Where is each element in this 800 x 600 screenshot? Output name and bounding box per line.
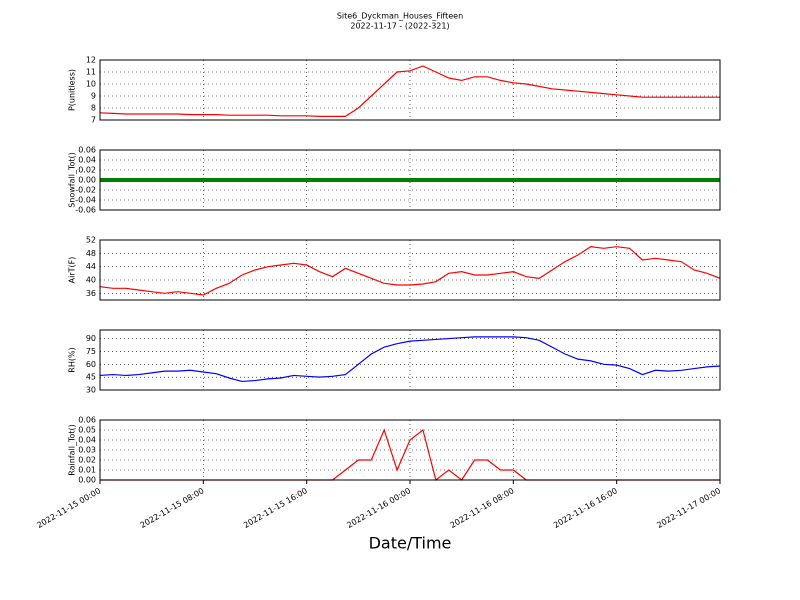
x-tick-label: 2022-11-17 00:00 bbox=[655, 486, 722, 530]
x-tick-label: 2022-11-15 00:00 bbox=[35, 486, 102, 530]
y-tick-label: 60 bbox=[86, 360, 96, 369]
data-line bbox=[99, 65, 720, 117]
y-tick-label: 0.04 bbox=[78, 156, 96, 165]
y-tick-label: 44 bbox=[86, 262, 96, 271]
chart-title: Site6_Dyckman_Houses_Fifteen bbox=[337, 12, 463, 21]
y-tick-label: 10 bbox=[86, 80, 96, 89]
y-tick-label: 0.00 bbox=[78, 176, 96, 185]
y-axis-label: Snowfall_Tot() bbox=[68, 152, 77, 208]
y-tick-label: 7 bbox=[91, 116, 96, 125]
plot-frame bbox=[99, 59, 721, 121]
y-tick-label: 8 bbox=[91, 104, 96, 113]
y-tick-label: 48 bbox=[86, 249, 96, 258]
y-axis-label: Rainfall_Tot() bbox=[68, 424, 77, 476]
chart-subtitle: 2022-11-17 - (2022-321) bbox=[350, 22, 449, 31]
y-tick-label: 0.05 bbox=[78, 426, 96, 435]
y-tick-label: -0.04 bbox=[75, 196, 96, 205]
y-tick-label: 0.06 bbox=[78, 416, 96, 425]
y-tick-label: 0.01 bbox=[78, 466, 96, 475]
x-tick-label: 2022-11-16 08:00 bbox=[449, 486, 516, 530]
x-tick-label: 2022-11-15 08:00 bbox=[139, 486, 206, 530]
y-tick-label: 0.00 bbox=[78, 476, 96, 485]
y-axis-label: RH(%) bbox=[68, 347, 77, 372]
y-tick-label: 0.03 bbox=[78, 446, 96, 455]
y-tick-label: -0.02 bbox=[75, 186, 96, 195]
y-tick-label: 11 bbox=[86, 68, 96, 77]
x-tick-label: 2022-11-16 00:00 bbox=[345, 486, 412, 530]
y-axis-label: P(unitless) bbox=[68, 69, 77, 111]
y-tick-label: 75 bbox=[86, 347, 96, 356]
y-tick-label: 9 bbox=[91, 92, 96, 101]
y-axis-label: AirT(F) bbox=[68, 257, 77, 284]
x-axis-label: Date/Time bbox=[369, 534, 452, 553]
plot-frame bbox=[99, 149, 721, 211]
y-tick-label: 45 bbox=[86, 373, 96, 382]
plot-frame bbox=[99, 239, 721, 301]
x-tick-label: 2022-11-15 16:00 bbox=[242, 486, 309, 530]
y-tick-label: 30 bbox=[86, 386, 96, 395]
data-line bbox=[99, 336, 721, 383]
x-tick-label: 2022-11-16 16:00 bbox=[552, 486, 619, 530]
y-tick-label: 90 bbox=[86, 334, 96, 343]
y-tick-label: -0.06 bbox=[75, 206, 96, 215]
y-tick-label: 52 bbox=[86, 236, 96, 245]
y-tick-label: 36 bbox=[86, 289, 96, 298]
y-tick-label: 40 bbox=[86, 276, 96, 285]
y-tick-label: 0.02 bbox=[78, 166, 96, 175]
plot-frame bbox=[99, 329, 721, 391]
y-tick-label: 0.02 bbox=[78, 456, 96, 465]
data-line bbox=[99, 246, 721, 296]
y-tick-label: 12 bbox=[86, 56, 96, 65]
y-tick-label: 0.04 bbox=[78, 436, 96, 445]
y-tick-label: 0.06 bbox=[78, 146, 96, 155]
